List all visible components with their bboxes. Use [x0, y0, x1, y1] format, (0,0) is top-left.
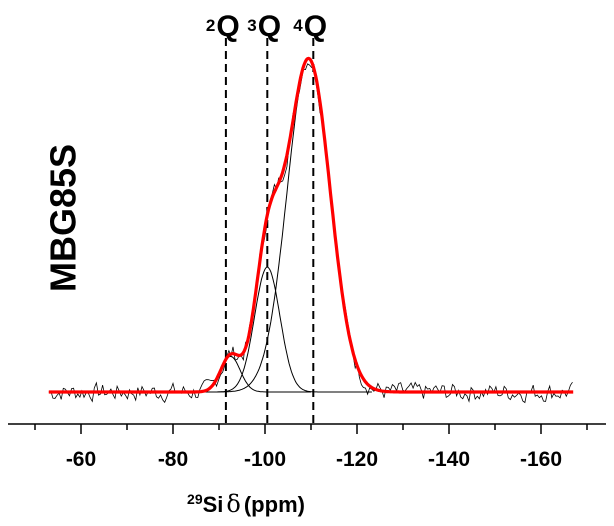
q2-marker-label: 2Q — [206, 10, 240, 43]
q2-marker-sup: 2 — [206, 16, 215, 35]
x-axis-title: 29Si δ (ppm) — [187, 490, 305, 518]
component-curve-3 — [131, 58, 486, 393]
x-tick-label: -120 — [336, 448, 378, 471]
sample-label: MBG85S — [43, 144, 84, 292]
experimental-spectrum-layer — [48, 63, 573, 404]
x-tick-label: -140 — [428, 448, 470, 471]
q2-marker-letter: Q — [216, 10, 239, 43]
fit-curve-layer — [48, 56, 574, 394]
q3-marker-sup: 3 — [247, 16, 256, 35]
deconvolution-components-layer — [131, 58, 486, 393]
x-tick-label: -100 — [244, 448, 286, 471]
x-tick-label: -160 — [520, 448, 562, 471]
q4-marker-sup: 4 — [293, 16, 303, 35]
fit-curve-line — [48, 56, 574, 394]
q3-marker-letter: Q — [258, 10, 281, 43]
x-axis-title-unit: (ppm) — [244, 492, 305, 517]
x-tick-label: -60 — [66, 448, 96, 471]
q3-marker-label: 3Q — [247, 10, 281, 43]
x-axis-ticks: -60 -80 -100 -120 -140 -160 — [34, 424, 588, 471]
q4-marker-label: 4Q — [293, 10, 327, 43]
experimental-spectrum-line — [48, 63, 573, 404]
x-tick-label: -80 — [158, 448, 188, 471]
x-axis-title-element: Si — [203, 492, 224, 517]
q4-marker-letter: Q — [304, 10, 327, 43]
q-marker-lines-layer: 2Q 3Q 4Q — [206, 10, 327, 424]
x-axis-title-symbol: δ — [226, 490, 240, 518]
x-axis-title-isotope: 29 — [187, 491, 203, 507]
